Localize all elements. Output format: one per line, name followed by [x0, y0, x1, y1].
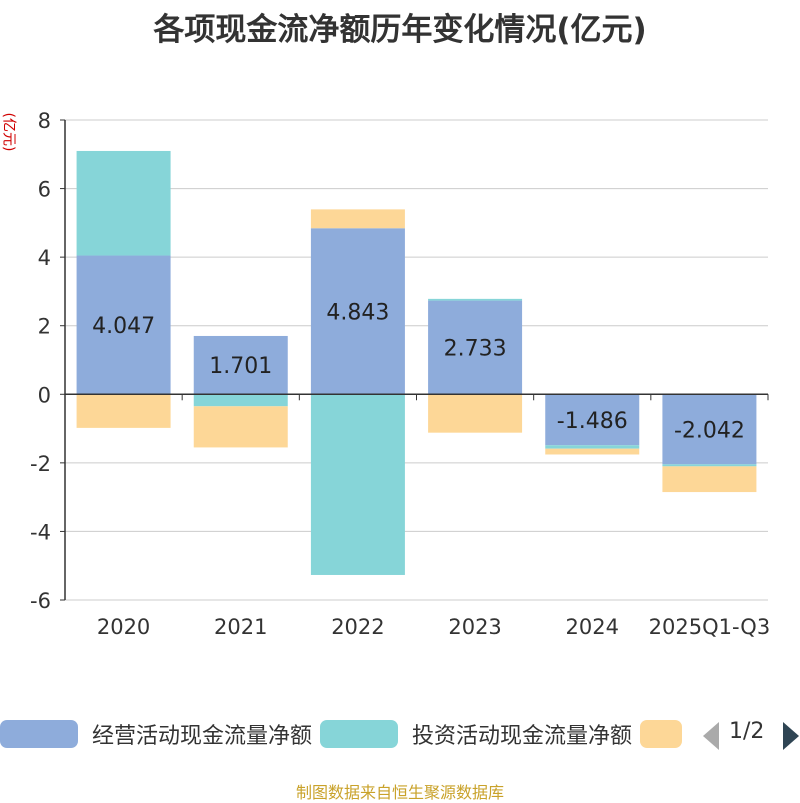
y-tick-label: 4 [38, 246, 51, 270]
y-tick-label: 2 [38, 315, 51, 339]
y-tick-label: -4 [30, 520, 51, 544]
data-label: -1.486 [557, 409, 628, 434]
legend-item-investing[interactable]: 投资活动现金流量净额 [320, 716, 632, 752]
y-tick-label: 6 [38, 178, 51, 202]
bar-operating [545, 394, 640, 446]
bar-operating [76, 255, 171, 395]
legend-item-financing[interactable] [640, 716, 682, 752]
legend-label-investing: 投资活动现金流量净额 [412, 724, 633, 749]
x-tick-label: 2023 [448, 615, 501, 639]
bar-investing [428, 298, 523, 301]
bar-financing [662, 466, 757, 493]
legend-item-operating[interactable]: 经营活动现金流量净额 [0, 716, 312, 752]
data-label: -2.042 [674, 418, 745, 443]
y-tick-label: -6 [30, 589, 51, 613]
data-label: 4.047 [92, 314, 155, 339]
bar-financing [193, 406, 288, 448]
bar-investing [662, 464, 757, 467]
x-tick-label: 2025Q1-Q3 [649, 615, 771, 639]
x-tick-label: 2022 [331, 615, 384, 639]
data-label: 4.843 [326, 300, 389, 325]
legend-prev-page-icon[interactable] [703, 722, 719, 750]
bar-chart: -6 -4 -2 0 2 4 6 8 4.047 2020 1.701 2021 4.843 2022 2.… [30, 109, 771, 639]
bar-investing [193, 394, 288, 407]
legend: 经营活动现金流量净额 投资活动现金流量净额 [0, 716, 800, 756]
bar-financing [545, 448, 640, 455]
legend-label-operating: 经营活动现金流量净额 [92, 724, 313, 749]
bar-financing [76, 394, 171, 428]
legend-next-page-icon[interactable] [783, 722, 799, 750]
data-label: 2.733 [444, 336, 507, 361]
x-tick-label: 2024 [566, 615, 619, 639]
bar-investing [310, 394, 405, 575]
legend-swatch-investing [320, 720, 398, 748]
y-tick-label: -2 [30, 452, 51, 476]
bar-investing [76, 150, 171, 256]
bar-financing [310, 209, 405, 229]
x-tick-label: 2020 [97, 615, 150, 639]
y-tick-label: 0 [38, 383, 51, 407]
chart-title: 各项现金流净额历年变化情况(亿元) [153, 12, 647, 48]
bar-financing [428, 394, 523, 433]
bar-investing [545, 445, 640, 449]
bar-operating [662, 394, 757, 465]
data-label: 1.701 [209, 354, 272, 379]
y-tick-label: 8 [38, 109, 51, 133]
legend-page-indicator: 1/2 [729, 719, 765, 744]
bar-operating [428, 300, 523, 395]
x-tick-label: 2021 [214, 615, 267, 639]
data-source-note: 制图数据来自恒生聚源数据库 [295, 783, 504, 802]
legend-swatch-operating [0, 720, 78, 748]
bar-operating [310, 228, 405, 395]
legend-swatch-financing [640, 720, 682, 748]
bar-operating [193, 335, 288, 395]
